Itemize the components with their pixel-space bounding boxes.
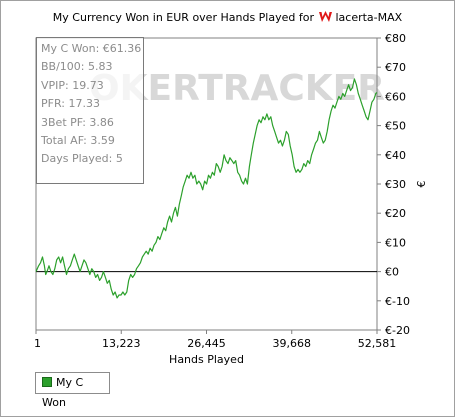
y-tick-label: €10 xyxy=(385,236,406,249)
x-tick-label: 39,668 xyxy=(273,337,312,350)
y-axis-label: € xyxy=(415,181,428,188)
x-tick-label: 1 xyxy=(34,337,41,350)
stats-box: My C Won: €61.36 BB/100: 5.83 VPIP: 19.7… xyxy=(36,37,144,184)
chart-title-prefix: My Currency Won in EUR over Hands Played… xyxy=(52,11,314,24)
x-tick-label: 13,223 xyxy=(102,337,141,350)
legend: My C Won xyxy=(35,372,110,409)
stat-total-af: Total AF: 3.59 xyxy=(41,134,115,148)
chart-title-player: lacerta-MAX xyxy=(335,11,403,24)
y-tick-label: €-10 xyxy=(385,295,410,308)
y-tick-label: €70 xyxy=(385,61,406,74)
y-tick-label: €20 xyxy=(385,207,406,220)
stat-3bet-pf: 3Bet PF: 3.86 xyxy=(41,115,114,129)
stat-vpip: VPIP: 19.73 xyxy=(41,78,104,92)
series-line-my-c-won xyxy=(35,78,378,299)
y-tick-label: €-20 xyxy=(385,324,410,337)
y-tick-label: €30 xyxy=(385,178,406,191)
x-tick-label: 52,581 xyxy=(358,337,397,350)
w-logo-icon xyxy=(319,11,333,22)
y-tick-label: €0 xyxy=(385,266,399,279)
legend-swatch xyxy=(42,377,52,387)
stat-days-played: Days Played: 5 xyxy=(41,152,123,166)
x-tick-label: 26,445 xyxy=(187,337,226,350)
y-tick-label: €40 xyxy=(385,149,406,162)
legend-label: My C Won xyxy=(42,376,84,409)
y-tick-label: €60 xyxy=(385,90,406,103)
stat-my-c-won: My C Won: €61.36 xyxy=(41,42,142,55)
y-tick-label: €50 xyxy=(385,120,406,133)
x-axis-label: Hands Played xyxy=(169,353,244,366)
chart-title: My Currency Won in EUR over Hands Played… xyxy=(0,11,455,24)
stat-pfr: PFR: 17.33 xyxy=(41,97,100,111)
y-tick-label: €80 xyxy=(385,32,406,45)
stat-bb-100: BB/100: 5.83 xyxy=(41,60,113,74)
